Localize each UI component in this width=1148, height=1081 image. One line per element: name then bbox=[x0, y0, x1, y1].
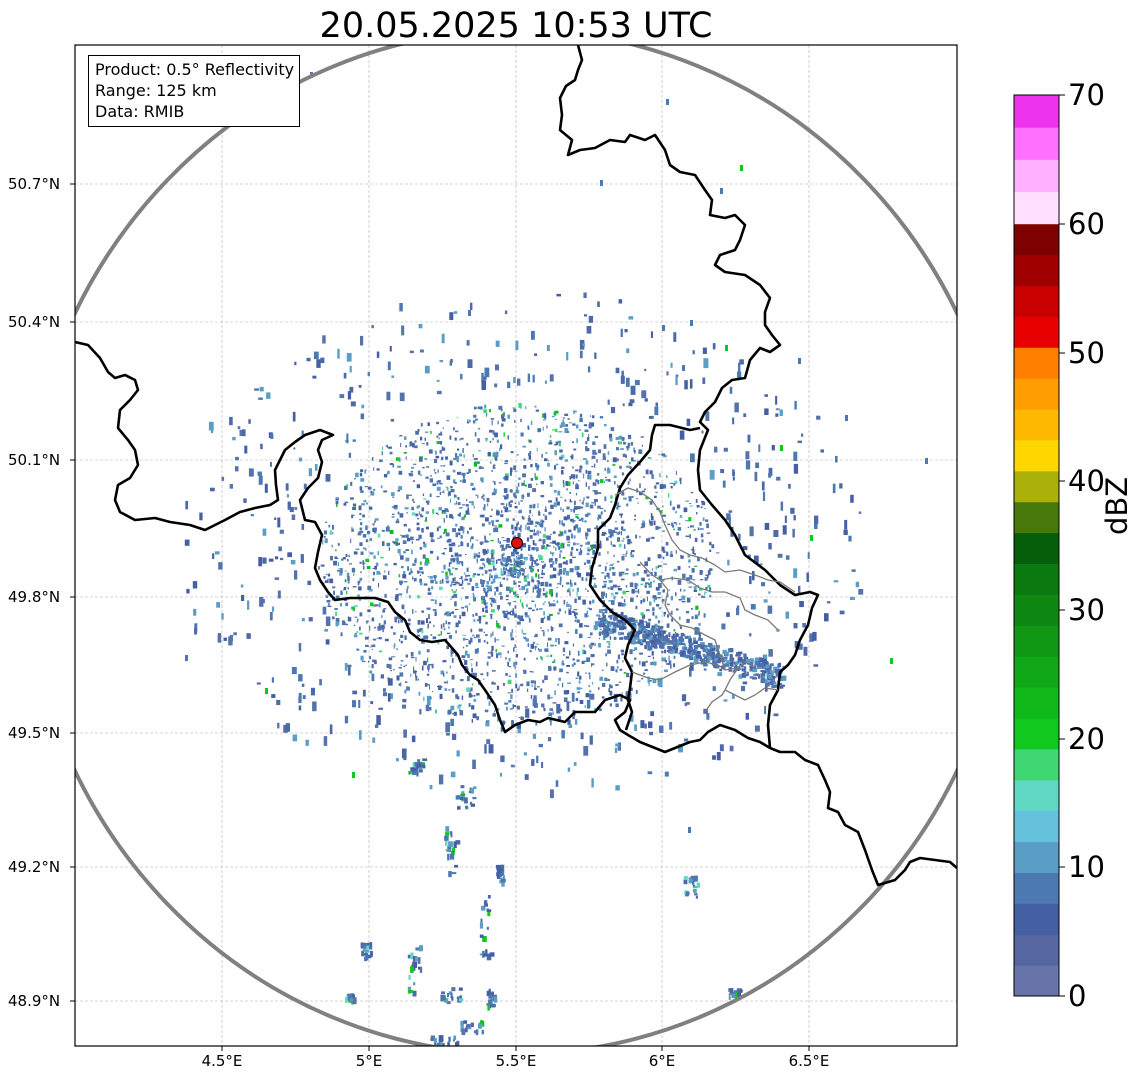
colorbar-segment bbox=[1014, 159, 1059, 193]
colorbar-tick: 70 bbox=[1068, 78, 1105, 112]
colorbar-segment bbox=[1014, 810, 1059, 843]
colorbar bbox=[1014, 95, 1059, 997]
colorbar-segment bbox=[1014, 254, 1059, 286]
map-title: 20.05.2025 10:53 UTC bbox=[319, 6, 713, 46]
colorbar-segment bbox=[1014, 470, 1059, 503]
radar-echoes bbox=[184, 72, 928, 1046]
colorbar-segment bbox=[1014, 965, 1059, 997]
lon-label: 6°E bbox=[648, 1052, 676, 1070]
colorbar-border bbox=[1013, 94, 1060, 997]
colorbar-tick: 60 bbox=[1068, 207, 1105, 241]
colorbar-segment bbox=[1014, 95, 1059, 128]
colorbar-tick: 50 bbox=[1068, 336, 1105, 370]
lat-label: 49.5°N bbox=[8, 724, 61, 742]
colorbar-tick: 30 bbox=[1068, 593, 1105, 627]
colorbar-segment bbox=[1014, 501, 1059, 534]
colorbar-segment bbox=[1014, 748, 1059, 781]
lon-label: 4.5°E bbox=[201, 1052, 243, 1070]
colorbar-segment bbox=[1014, 316, 1059, 348]
colorbar-tick: 40 bbox=[1068, 464, 1105, 498]
colorbar-segment bbox=[1014, 872, 1059, 904]
colorbar-segment bbox=[1014, 903, 1059, 935]
range-text: Range: 125 km bbox=[95, 81, 217, 100]
lat-label: 49.8°N bbox=[8, 588, 61, 606]
colorbar-segment bbox=[1014, 378, 1059, 410]
admin-borders bbox=[614, 487, 796, 713]
colorbar-label: dBZ bbox=[1100, 476, 1134, 535]
lon-label: 6.5°E bbox=[788, 1052, 830, 1070]
colorbar-segment bbox=[1014, 841, 1059, 873]
colorbar-segment bbox=[1014, 285, 1059, 317]
radar-site-marker bbox=[511, 537, 523, 549]
colorbar-segment bbox=[1014, 687, 1059, 719]
lon-label: 5.5°E bbox=[495, 1052, 537, 1070]
colorbar-tick: 0 bbox=[1068, 979, 1087, 1013]
product-info-box: Product: 0.5° Reflectivity Range: 125 km… bbox=[88, 55, 301, 127]
colorbar-tick: 20 bbox=[1068, 722, 1105, 756]
country-borders bbox=[75, 45, 957, 887]
colorbar-segment bbox=[1014, 191, 1059, 225]
colorbar-segment bbox=[1014, 625, 1059, 657]
colorbar-segment bbox=[1014, 223, 1059, 256]
colorbar-segment bbox=[1014, 717, 1059, 750]
colorbar-segment bbox=[1014, 656, 1059, 688]
gridlines bbox=[75, 45, 957, 1046]
colorbar-segment bbox=[1014, 439, 1059, 472]
lat-label: 49.2°N bbox=[8, 858, 61, 876]
colorbar-segment bbox=[1014, 563, 1059, 595]
colorbar-segment bbox=[1014, 779, 1059, 812]
colorbar-segment bbox=[1014, 347, 1059, 379]
colorbar-segment bbox=[1014, 532, 1059, 565]
product-text: Product: 0.5° Reflectivity bbox=[95, 60, 295, 79]
lat-label: 50.7°N bbox=[8, 175, 61, 193]
colorbar-segment bbox=[1014, 127, 1059, 160]
colorbar-segment bbox=[1014, 409, 1059, 441]
data-source-text: Data: RMIB bbox=[95, 102, 185, 121]
lon-label: 5°E bbox=[355, 1052, 383, 1070]
lat-label: 50.4°N bbox=[8, 313, 61, 331]
lat-label: 50.1°N bbox=[8, 451, 61, 469]
colorbar-tick: 10 bbox=[1068, 850, 1105, 884]
colorbar-segment bbox=[1014, 594, 1059, 626]
lat-label: 48.9°N bbox=[8, 992, 61, 1010]
colorbar-segment bbox=[1014, 934, 1059, 966]
